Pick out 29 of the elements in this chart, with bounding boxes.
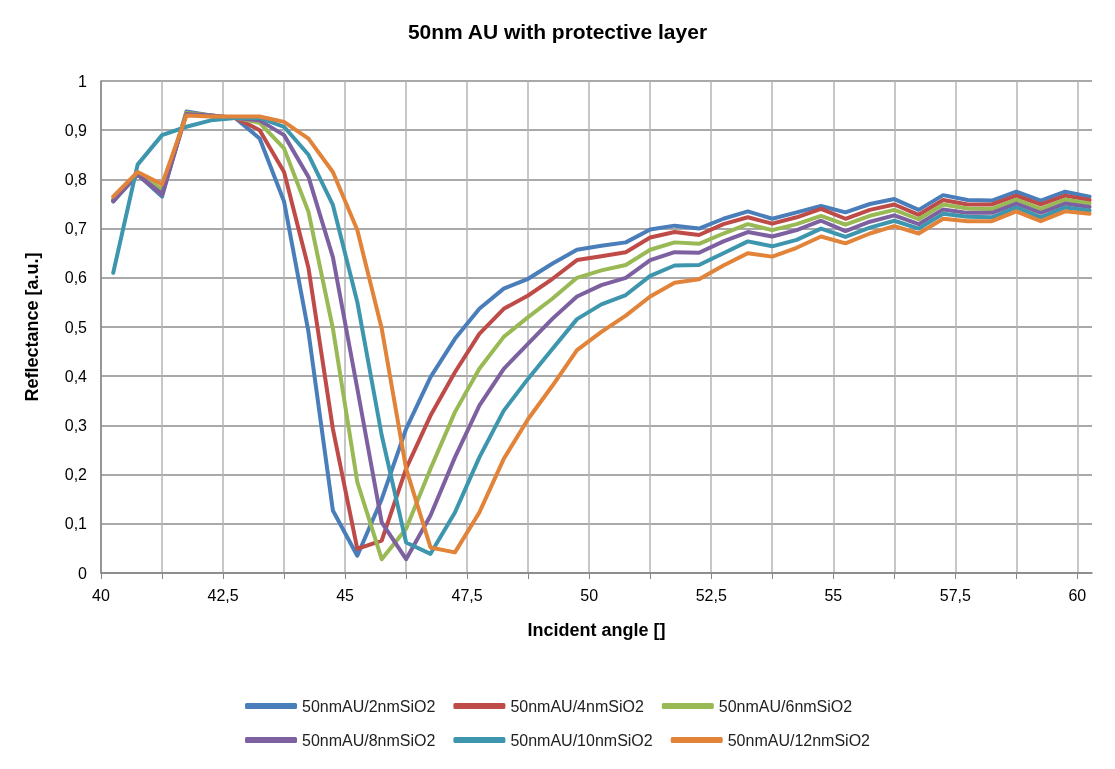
- y-tick-label: 0,8: [64, 170, 88, 188]
- y-tick-label: 0,5: [64, 318, 88, 336]
- y-tick-label: 0: [78, 564, 88, 582]
- y-tick-label: 0,7: [64, 220, 88, 238]
- x-tick-label: 40: [92, 586, 110, 604]
- legend-label: 50nmAU/8nmSiO2: [302, 731, 436, 749]
- legend-label: 50nmAU/6nmSiO2: [718, 697, 853, 715]
- y-tick-label: 0,4: [64, 367, 88, 385]
- x-tick-label: 47,5: [451, 586, 483, 604]
- chart-title: 50nm AU with protective layer: [407, 20, 708, 43]
- y-tick-label: 0,6: [64, 269, 88, 287]
- x-tick-label: 60: [1068, 586, 1087, 604]
- x-axis-title: Incident angle []: [527, 620, 666, 640]
- y-tick-label: 0,2: [64, 466, 88, 484]
- y-tick-label: 0,1: [64, 515, 88, 533]
- legend-label: 50nmAU/10nmSiO2: [510, 731, 653, 749]
- x-tick-label: 42,5: [207, 586, 239, 604]
- legend-label: 50nmAU/4nmSiO2: [510, 697, 644, 715]
- legend-label: 50nmAU/2nmSiO2: [302, 697, 436, 715]
- y-tick-label: 1: [78, 72, 88, 90]
- y-tick-label: 0,3: [64, 416, 88, 434]
- x-tick-label: 57,5: [939, 586, 971, 604]
- y-tick-label: 0,9: [64, 121, 88, 139]
- x-tick-label: 45: [336, 586, 355, 604]
- y-axis-title: Reflectance [a.u.]: [22, 252, 42, 402]
- x-tick-label: 55: [824, 586, 843, 604]
- legend-label: 50nmAU/12nmSiO2: [727, 731, 871, 749]
- x-tick-label: 50: [580, 586, 599, 604]
- x-tick-label: 52,5: [695, 586, 727, 604]
